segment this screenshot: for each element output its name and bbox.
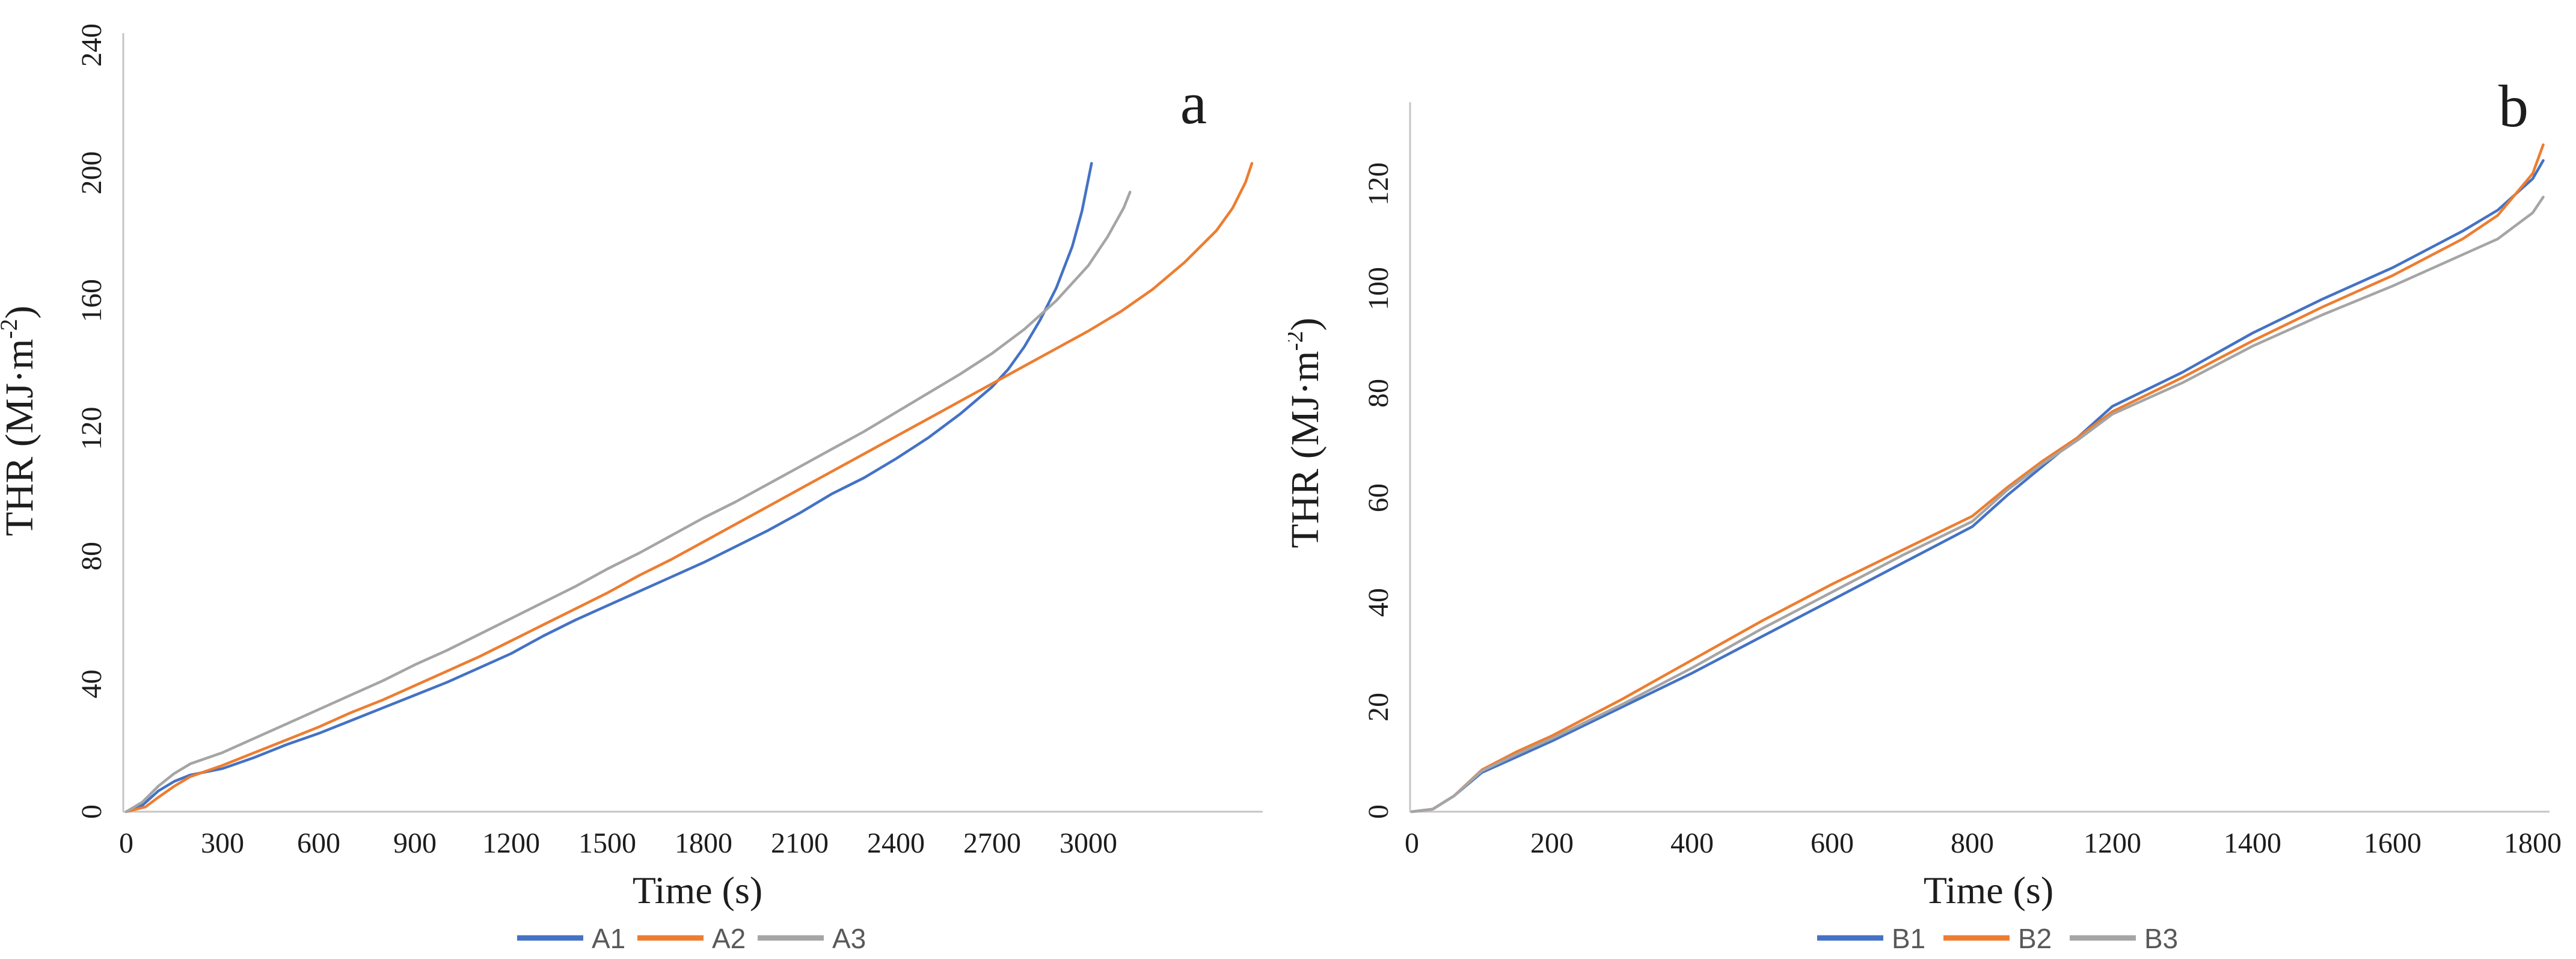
- legend-label-B1: B1: [1892, 923, 1925, 954]
- series-line-B2: [1410, 143, 2545, 813]
- x-tick-label: 1200: [482, 827, 540, 859]
- y-tick-label: 120: [1363, 162, 1394, 206]
- x-tick-label: 0: [1405, 827, 1419, 859]
- x-tick-label: 2100: [771, 827, 829, 859]
- series-line-A1: [124, 162, 1093, 813]
- x-tick-label: 0: [119, 827, 133, 859]
- x-tick-label: 200: [1530, 827, 1574, 859]
- x-tick-label: 300: [201, 827, 244, 859]
- panel-letter-a: a: [1180, 70, 1207, 136]
- y-tick-label: 20: [1363, 693, 1394, 722]
- x-tick-label: 600: [297, 827, 340, 859]
- series-line-A3: [124, 191, 1132, 813]
- y-tick-label: 0: [76, 804, 108, 819]
- x-tick-label: 1800: [675, 827, 732, 859]
- x-tick-label: 900: [393, 827, 437, 859]
- y-tick-label: 60: [1363, 483, 1394, 512]
- panel-letter-b: b: [2498, 73, 2528, 139]
- x-tick-label: 1400: [2224, 827, 2281, 859]
- y-axis-title: THR (MJ·m-2): [1288, 317, 1327, 548]
- x-tick-label: 3000: [1060, 827, 1117, 859]
- chart-panel-b: 0 20 40 60 80 100 120 0 200 400 600 800 1200 1400 1600…: [1288, 0, 2576, 959]
- x-axis-title: Time (s): [633, 869, 762, 912]
- y-tick-label: 100: [1363, 267, 1394, 310]
- series-line-A2: [124, 162, 1254, 813]
- legend-label-B3: B3: [2144, 923, 2178, 954]
- legend-label-A2: A2: [712, 923, 746, 954]
- y-tick-label: 160: [76, 279, 108, 322]
- y-tick-label: 40: [76, 670, 108, 699]
- y-tick-label: 80: [1363, 379, 1394, 408]
- y-tick-label: 120: [76, 407, 108, 450]
- y-tick-label: 200: [76, 152, 108, 195]
- x-tick-label: 1500: [578, 827, 636, 859]
- legend-label-A3: A3: [832, 923, 866, 954]
- series-line-B1: [1410, 159, 2545, 813]
- y-tick-label: 240: [76, 23, 108, 67]
- x-tick-label: 400: [1670, 827, 1714, 859]
- series-line-B3: [1410, 195, 2545, 813]
- chart-panel-a: 0 40 80 120 160 200 240 0 300 600 900 1200 1500 1800 2…: [0, 23, 1263, 954]
- x-tick-label: 1600: [2364, 827, 2421, 859]
- x-tick-label: 2400: [867, 827, 925, 859]
- legend-label-B2: B2: [2018, 923, 2052, 954]
- x-axis-title: Time (s): [1924, 869, 2053, 912]
- x-tick-label: 2700: [963, 827, 1021, 859]
- legend-label-A1: A1: [592, 923, 625, 954]
- y-tick-label: 80: [76, 542, 108, 571]
- y-tick-label: 0: [1363, 804, 1394, 819]
- y-tick-label: 40: [1363, 588, 1394, 617]
- x-tick-label: 800: [1951, 827, 1994, 859]
- y-axis-title: THR (MJ·m-2): [0, 305, 41, 536]
- x-tick-label: 600: [1811, 827, 1854, 859]
- x-tick-label: 1200: [2084, 827, 2141, 859]
- x-tick-label: 1800: [2504, 827, 2562, 859]
